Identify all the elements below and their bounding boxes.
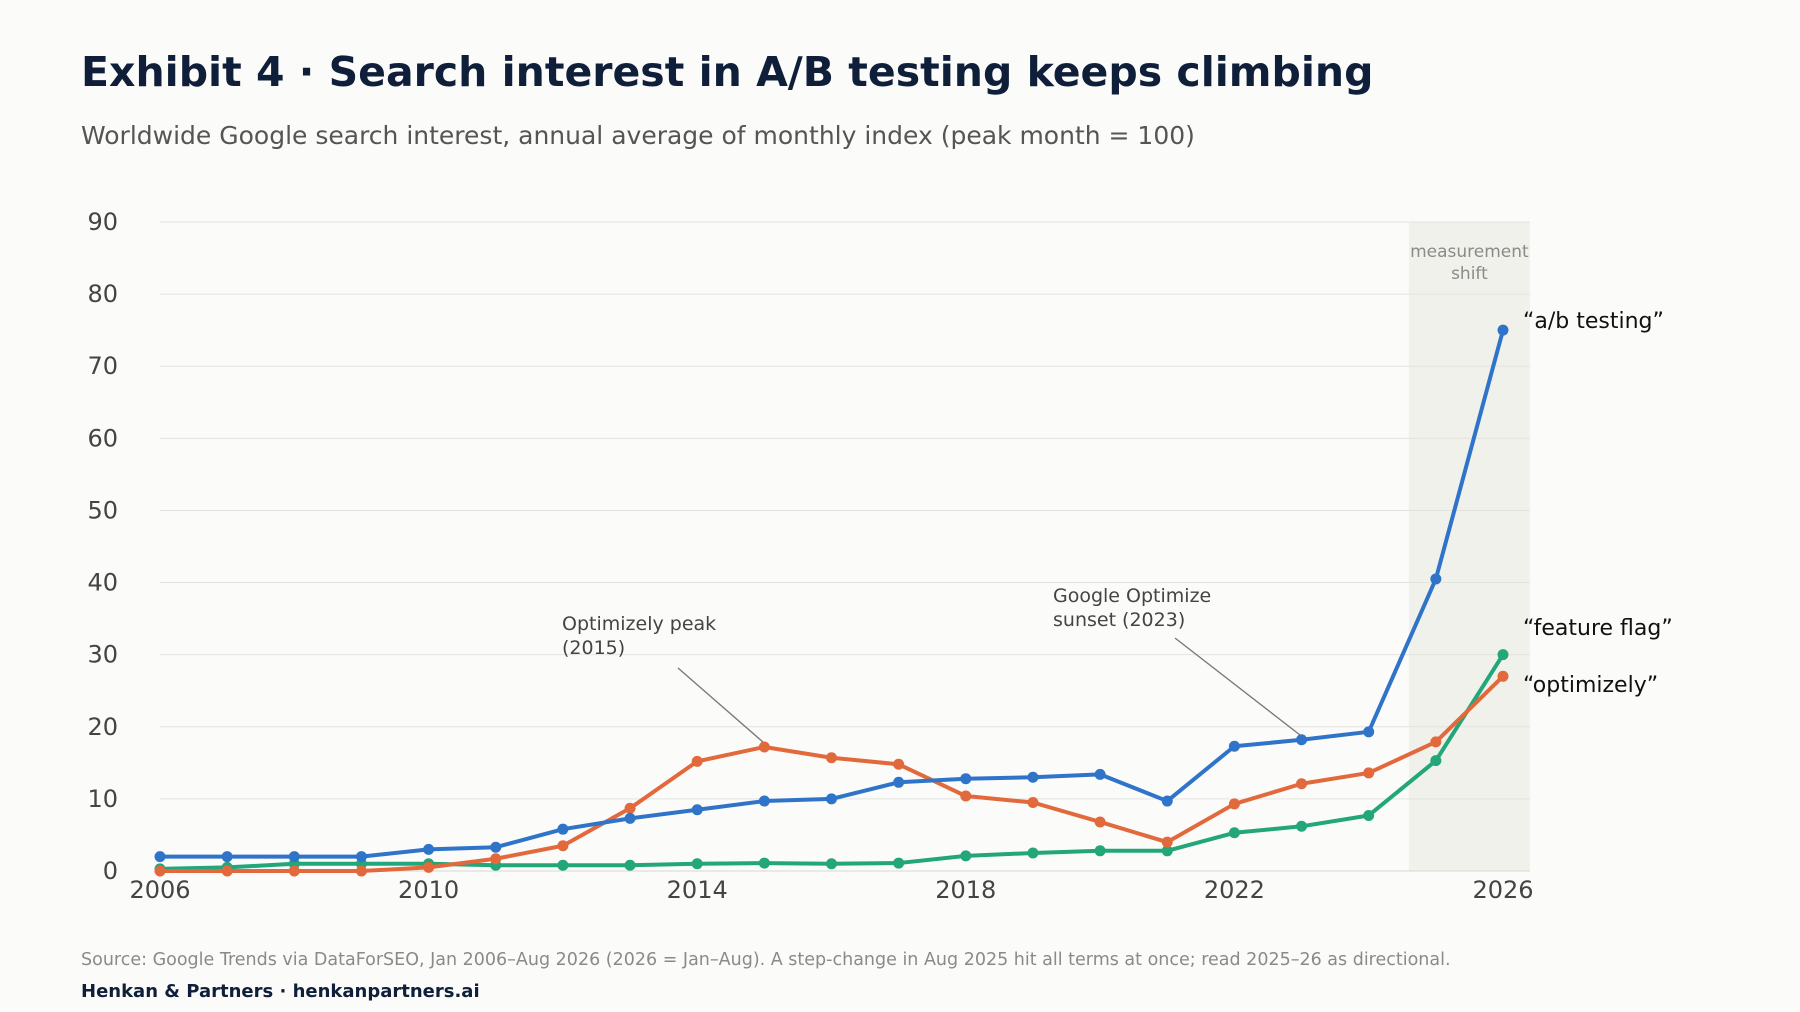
x-tick-label: 2014 — [667, 876, 728, 904]
data-point — [691, 858, 703, 870]
credit-line: Henkan & Partners · henkanpartners.ai — [81, 981, 480, 1002]
annotation-text: (2015) — [562, 637, 625, 659]
data-point — [893, 758, 905, 770]
x-tick-label: 2022 — [1204, 876, 1265, 904]
series-end-label: “feature flag” — [1523, 616, 1673, 641]
data-point — [355, 851, 367, 863]
annotation-leader — [1174, 637, 1304, 739]
y-tick-label: 90 — [87, 208, 118, 236]
chart-title: Exhibit 4 · Search interest in A/B testi… — [81, 48, 1374, 96]
data-point — [557, 823, 569, 835]
data-point — [1161, 836, 1173, 848]
data-point — [288, 851, 300, 863]
data-point — [1094, 768, 1106, 780]
y-tick-label: 70 — [87, 352, 118, 380]
data-point — [355, 865, 367, 877]
data-point — [221, 865, 233, 877]
data-point — [423, 861, 435, 873]
series-line — [158, 674, 1505, 873]
data-point — [221, 851, 233, 863]
y-tick-label: 40 — [87, 569, 118, 597]
annotation-text: Optimizely peak — [562, 613, 716, 635]
measurement-shift-band — [1408, 222, 1530, 871]
data-point — [1363, 809, 1375, 821]
data-point — [691, 804, 703, 816]
data-point — [1296, 820, 1308, 832]
data-point — [288, 865, 300, 877]
data-point — [490, 853, 502, 865]
data-point — [1363, 726, 1375, 738]
data-point — [1161, 795, 1173, 807]
data-point — [826, 793, 837, 805]
x-tick-label: 2006 — [129, 876, 190, 904]
data-point — [1161, 845, 1173, 857]
data-point — [826, 858, 837, 870]
x-tick-label: 2018 — [935, 876, 996, 904]
data-point — [1027, 796, 1039, 808]
data-point — [960, 850, 972, 862]
data-point — [1497, 649, 1509, 661]
data-point — [557, 859, 569, 871]
data-point — [1497, 670, 1509, 682]
x-tick-label: 2026 — [1472, 876, 1533, 904]
data-point — [154, 851, 166, 863]
data-point — [691, 755, 703, 767]
annotation-text: Google Optimize — [1053, 585, 1211, 607]
data-point — [1497, 324, 1509, 336]
data-point — [893, 857, 905, 869]
data-point — [423, 843, 435, 855]
y-tick-label: 10 — [87, 785, 118, 813]
y-tick-label: 80 — [87, 280, 118, 308]
data-point — [624, 812, 636, 824]
series-end-label: “optimizely” — [1523, 673, 1658, 698]
data-point — [1296, 778, 1308, 790]
y-tick-label: 20 — [87, 713, 118, 741]
y-tick-label: 30 — [87, 641, 118, 669]
data-point — [758, 795, 770, 807]
data-point — [1094, 816, 1106, 828]
data-point — [1228, 798, 1240, 810]
data-point — [624, 859, 636, 871]
data-point — [1027, 847, 1039, 859]
band-label-line: measurement — [1410, 242, 1529, 262]
band-label-line: shift — [1451, 264, 1488, 284]
chart-subtitle: Worldwide Google search interest, annual… — [81, 121, 1195, 150]
data-point — [758, 857, 770, 869]
data-point — [154, 865, 166, 877]
data-point — [960, 773, 972, 785]
y-tick-label: 0 — [103, 857, 118, 885]
data-point — [1228, 827, 1240, 839]
series-line — [158, 328, 1505, 859]
data-point — [1228, 740, 1240, 752]
data-point — [1296, 734, 1308, 746]
data-point — [1027, 771, 1039, 783]
data-point — [1430, 736, 1442, 748]
data-point — [1430, 755, 1442, 767]
data-point — [557, 840, 569, 852]
data-point — [1430, 573, 1442, 585]
annotation-text: sunset (2023) — [1053, 609, 1185, 631]
data-point — [826, 752, 837, 764]
series-end-label: “a/b testing” — [1523, 309, 1664, 334]
data-point — [758, 741, 770, 753]
data-point — [1363, 767, 1375, 779]
data-point — [490, 841, 502, 853]
data-point — [960, 790, 972, 802]
y-tick-label: 60 — [87, 424, 118, 452]
annotation-leader — [677, 667, 767, 746]
y-tick-label: 50 — [87, 496, 118, 524]
data-point — [624, 802, 636, 814]
source-note: Source: Google Trends via DataForSEO, Ja… — [81, 950, 1451, 970]
data-point — [1094, 845, 1106, 857]
x-tick-label: 2010 — [398, 876, 459, 904]
data-point — [893, 776, 905, 788]
